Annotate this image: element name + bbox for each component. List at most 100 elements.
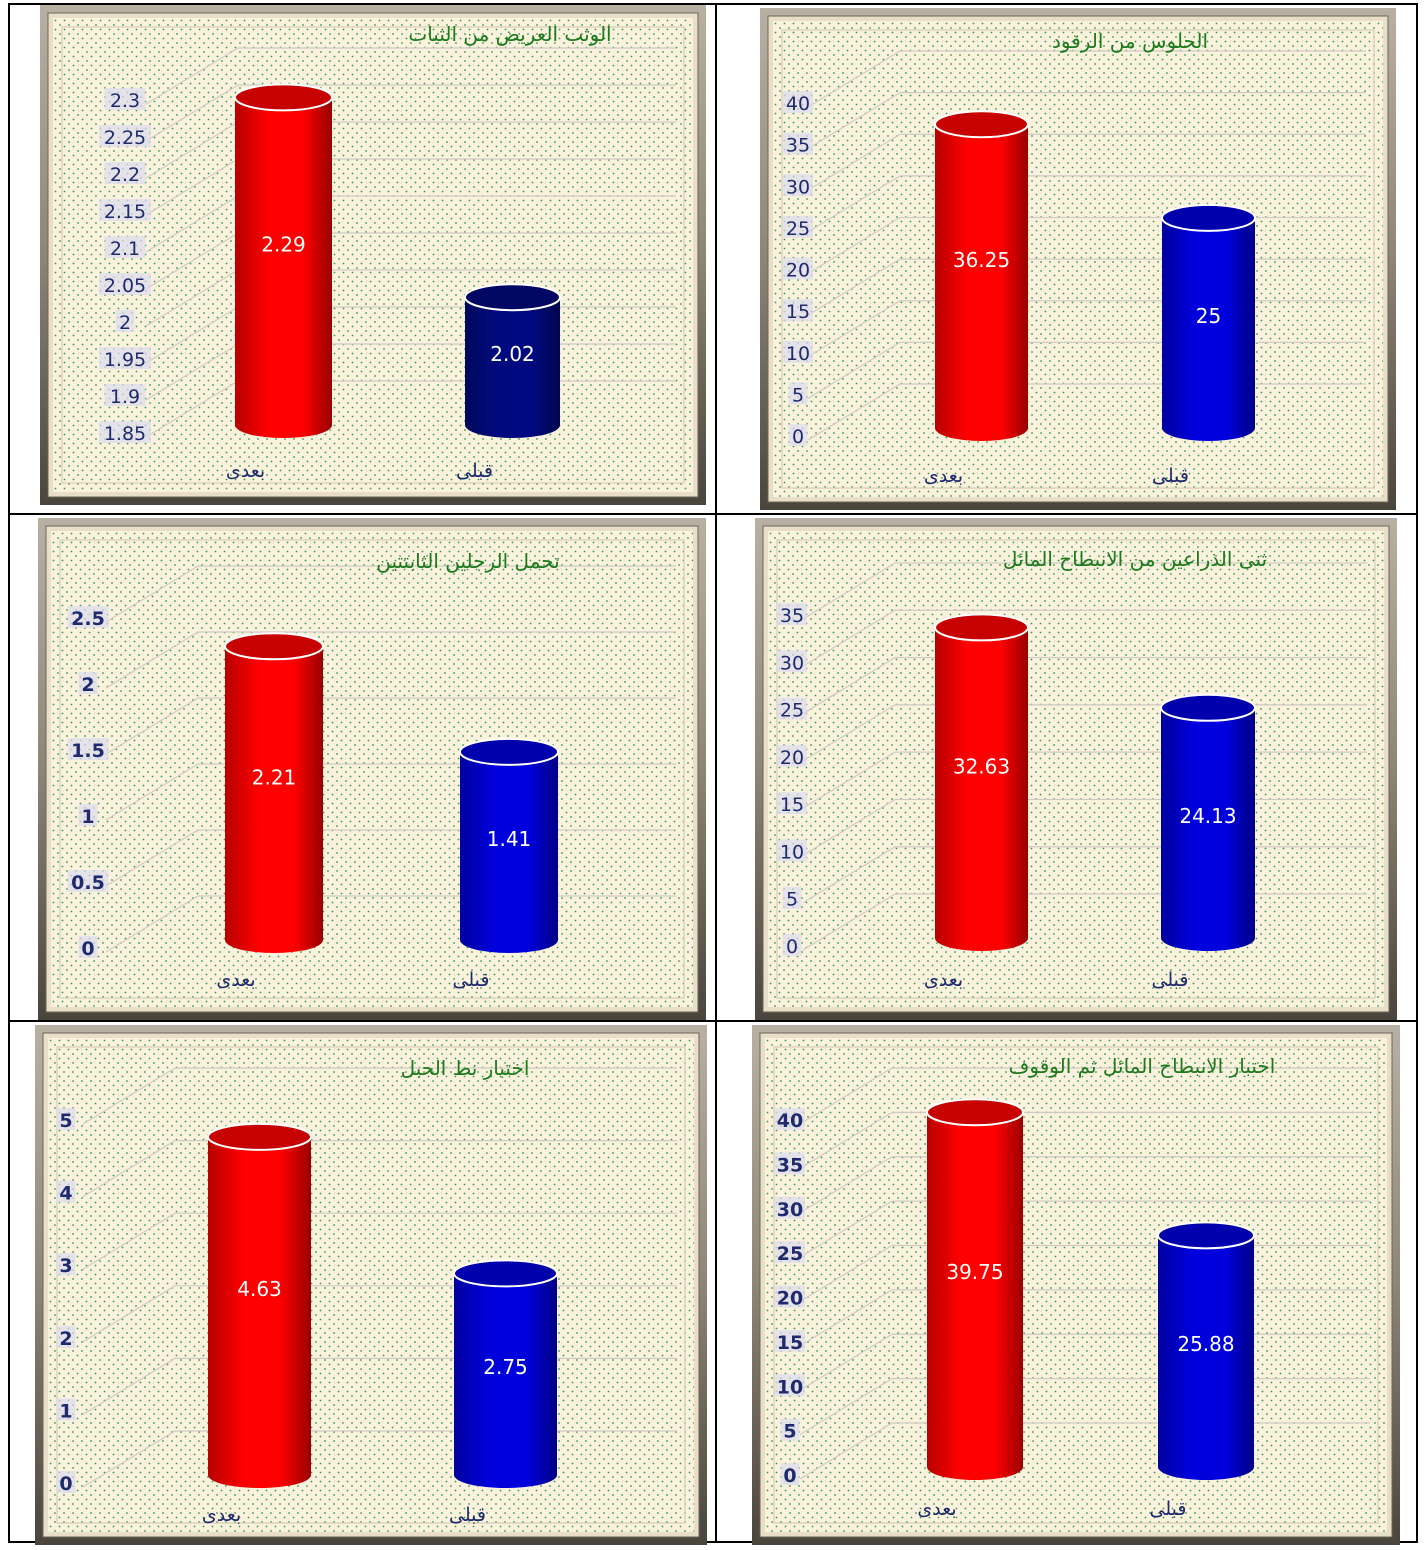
bar-cap — [224, 632, 324, 661]
chart-cell-push-ups: 0 5 10 15 20 25 30 35 32.63 بعدى 24.13 قبلى ثنى الذر… — [755, 518, 1397, 1020]
y-tick-label: 1 — [81, 806, 94, 828]
y-tick-label: 15 — [786, 301, 810, 323]
chart-cell-long-jump: 1.85 1.9 1.95 2 2.05 2.1 2.15 2.2 2.25 2.3 2.29 بعد… — [40, 5, 706, 505]
x-category-label: قبلى — [456, 460, 493, 482]
gridline-diagonal — [799, 1333, 893, 1391]
gridline-diagonal — [799, 1289, 893, 1347]
chart-title: اختبار نط الحبل — [401, 1056, 530, 1080]
bar-body — [208, 1136, 311, 1488]
y-tick-label: 2 — [59, 1328, 72, 1350]
y-tick-label: 2.2 — [110, 164, 140, 186]
y-tick-label: 10 — [777, 1376, 803, 1398]
chart-sit-ups: 0 5 10 15 20 25 30 35 40 36.25 بعدى 25 قبلى الجلوس من… — [760, 8, 1396, 510]
gridline-diagonal — [807, 133, 901, 191]
bar: 2.21 — [224, 632, 324, 953]
bar-body — [235, 97, 332, 439]
bar-cap — [234, 83, 333, 112]
gridline-diagonal — [145, 84, 239, 142]
bar-body — [225, 646, 323, 953]
gridline-diagonal — [799, 1422, 893, 1480]
gridline-diagonal — [105, 829, 199, 887]
bar-cap — [1160, 693, 1256, 722]
gridline-diagonal — [802, 657, 896, 715]
y-tick-label: 1 — [59, 1400, 72, 1422]
gridline-diagonal — [105, 631, 199, 689]
bar: 1.41 — [459, 737, 559, 953]
data-label: 2.29 — [261, 232, 306, 256]
gridline-diagonal — [145, 269, 239, 327]
x-category-label: بعدى — [226, 460, 265, 482]
gridline-diagonal — [807, 258, 901, 316]
chart-cell-jump-rope: 0 1 2 3 4 5 4.63 بعدى 2.75 قبلى اختبار نط الحبل — [35, 1025, 707, 1545]
bar: 36.25 — [934, 110, 1029, 441]
chart-long-jump: 1.85 1.9 1.95 2 2.05 2.1 2.15 2.2 2.25 2.3 2.29 بعد… — [40, 5, 706, 505]
chart-burpee: 0 5 10 15 20 25 30 35 40 39.75 بعدى 25.88 قبلى اختبار… — [752, 1025, 1400, 1545]
gridline-diagonal — [807, 216, 901, 275]
bar: 39.75 — [926, 1098, 1024, 1480]
gridline-diagonal — [802, 609, 896, 667]
y-tick-label: 30 — [780, 652, 804, 674]
bar-body — [460, 751, 558, 953]
x-category-label: قبلى — [1150, 1498, 1187, 1520]
gridline-diagonal — [799, 1244, 893, 1303]
y-tick-label: 25 — [777, 1243, 803, 1265]
gridline-diagonal — [807, 92, 901, 150]
y-tick-label: 35 — [777, 1154, 803, 1176]
bar-cap — [207, 1122, 312, 1151]
data-label: 39.75 — [946, 1260, 1003, 1284]
table-row-divider — [8, 513, 1418, 515]
bar-body — [935, 124, 1028, 441]
chart-title: الوثب العريض من الثبات — [408, 22, 611, 46]
bar-body — [1161, 707, 1255, 951]
y-tick-label: 4 — [59, 1183, 72, 1205]
y-tick-label: 2 — [81, 674, 94, 696]
gridline-diagonal — [807, 341, 901, 399]
y-tick-label: 0 — [792, 426, 804, 448]
table-row-divider — [8, 1020, 1418, 1022]
chart-title: الجلوس من الرقود — [1052, 29, 1208, 53]
gridline-diagonal — [145, 158, 239, 216]
gridline-diagonal — [145, 380, 239, 438]
bar: 32.63 — [934, 613, 1029, 951]
gridline-diagonal — [105, 763, 199, 821]
chart-area — [51, 531, 693, 1007]
gridline-diagonal — [82, 1285, 176, 1343]
y-tick-label: 3 — [59, 1255, 72, 1277]
y-tick-label: 30 — [786, 176, 810, 198]
charts-table — [8, 3, 1418, 1543]
chart-area — [768, 531, 1384, 1007]
y-tick-label: 20 — [777, 1288, 803, 1310]
gridline-diagonal — [802, 798, 896, 856]
gridline-diagonal — [807, 300, 901, 358]
gridline-diagonal — [82, 1067, 176, 1125]
y-tick-label: 10 — [786, 343, 810, 365]
data-label: 2.02 — [490, 342, 535, 366]
x-category-label: بعدى — [924, 465, 963, 487]
bar: 4.63 — [207, 1122, 312, 1488]
y-tick-label: 2.1 — [110, 238, 140, 260]
y-tick-label: 25 — [786, 218, 810, 240]
bar-body — [935, 627, 1028, 951]
bar: 24.13 — [1160, 693, 1256, 951]
y-tick-label: 5 — [783, 1421, 796, 1443]
data-label: 36.25 — [953, 248, 1010, 272]
chart-leg-endurance: 0 0.5 1 1.5 2 2.5 2.21 بعدى 1.41 قبلى تحمل الرجلين… — [38, 518, 706, 1020]
chart-cell-sit-ups: 0 5 10 15 20 25 30 35 40 36.25 بعدى 25 قبلى الجلوس من… — [760, 8, 1396, 510]
x-category-label: بعدى — [202, 1504, 241, 1526]
chart-jump-rope: 0 1 2 3 4 5 4.63 بعدى 2.75 قبلى اختبار نط الحبل — [35, 1025, 707, 1545]
gridline-diagonal — [145, 195, 239, 253]
bar-cap — [926, 1098, 1024, 1127]
y-tick-label: 25 — [780, 700, 804, 722]
bar-body — [1158, 1235, 1254, 1480]
gridline-diagonal — [799, 1156, 893, 1214]
gridline-diagonal — [802, 893, 896, 951]
y-tick-label: 2.15 — [104, 201, 146, 223]
x-category-label: قبلى — [1152, 969, 1189, 991]
y-tick-label: 0.5 — [71, 872, 105, 894]
y-tick-label: 5 — [792, 384, 804, 406]
data-label: 25 — [1196, 304, 1221, 328]
gridline-diagonal — [105, 697, 199, 755]
bar-cap — [1161, 203, 1256, 232]
gridline-diagonal — [807, 383, 901, 441]
gridline-diagonal — [802, 846, 896, 904]
